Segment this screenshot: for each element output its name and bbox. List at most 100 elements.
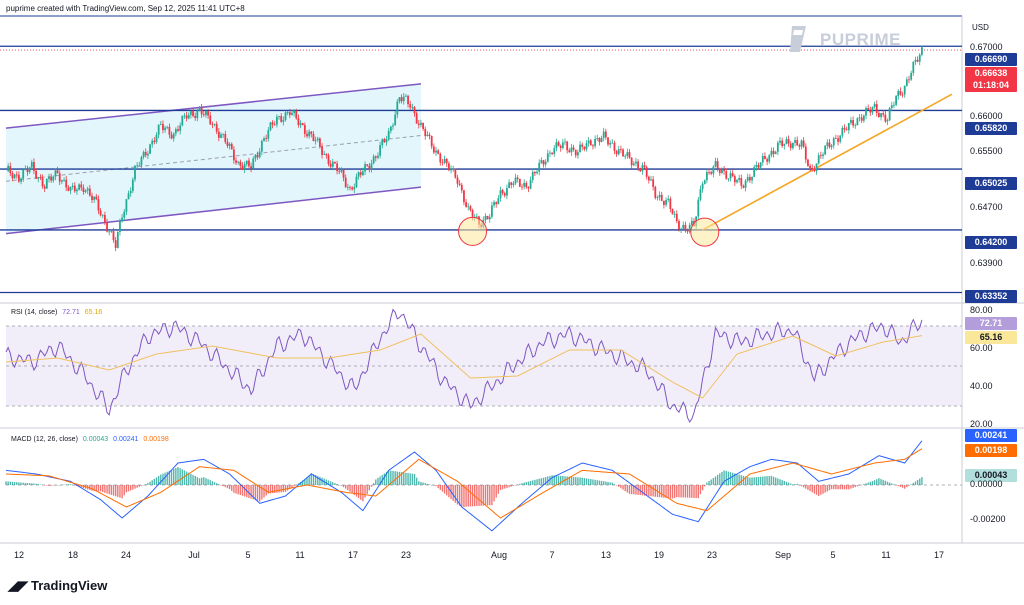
candle-body	[383, 139, 386, 143]
macd-histogram-bar	[20, 482, 22, 485]
candle-body	[13, 174, 16, 179]
rsi-value: 72.71	[62, 309, 80, 316]
macd-histogram-bar	[699, 485, 702, 495]
candle-body	[355, 176, 358, 188]
candle-body	[903, 85, 906, 95]
macd-histogram-bar	[13, 482, 16, 485]
candle-body	[802, 140, 805, 147]
macd-histogram-bar	[97, 485, 100, 492]
macd-histogram-bar	[549, 475, 551, 485]
candle-body	[521, 186, 523, 188]
candle-body	[613, 142, 616, 151]
macd-histogram-bar	[880, 479, 882, 485]
candle-body	[792, 142, 794, 149]
macd-histogram-bar	[130, 485, 132, 491]
macd-histogram-bar	[7, 481, 9, 485]
candle-body	[220, 134, 222, 138]
macd-histogram-bar	[329, 481, 332, 485]
macd-histogram-bar	[147, 483, 149, 485]
macd-histogram-bar	[637, 485, 639, 495]
macd-histogram-bar	[67, 484, 70, 485]
macd-histogram-bar	[375, 479, 377, 485]
candle-body	[837, 138, 839, 142]
macd-histogram-bar	[607, 481, 609, 485]
candle-body	[570, 147, 573, 153]
macd-histogram-bar	[439, 485, 441, 490]
macd-histogram-bar	[95, 485, 97, 492]
candle-body	[508, 182, 510, 189]
candle-body	[843, 127, 846, 130]
candle-body	[91, 195, 93, 200]
candle-body	[475, 216, 478, 218]
macd-histogram-bar	[719, 473, 721, 485]
macd-histogram-bar	[570, 476, 573, 485]
candle-body	[583, 146, 586, 150]
candle-body	[196, 110, 199, 119]
macd-histogram-bar	[901, 485, 904, 488]
candle-body	[776, 142, 779, 152]
macd-histogram-bar	[420, 481, 422, 485]
rsi-tick: 40.00	[970, 381, 993, 391]
price-tick: 0.64700	[970, 202, 1003, 212]
x-tick: 17	[347, 550, 359, 560]
macd-histogram-bar	[140, 485, 143, 486]
x-tick: Sep	[774, 550, 792, 560]
macd-histogram-bar	[248, 485, 250, 498]
candle-body	[660, 194, 663, 201]
candle-body	[493, 202, 495, 206]
candle-body	[839, 135, 842, 142]
macd-histogram-bar	[435, 485, 437, 487]
macd-histogram-bar	[783, 480, 785, 485]
candle-body	[566, 141, 569, 151]
candle-body	[310, 131, 313, 135]
macd-histogram-bar	[641, 485, 644, 496]
candle-body	[155, 134, 158, 142]
candle-body	[194, 116, 197, 119]
macd-histogram-bar	[385, 471, 388, 485]
last-price-tag: 0.66638	[965, 67, 1017, 80]
candle-body	[602, 131, 605, 138]
candle-body	[101, 214, 104, 216]
macd-histogram-bar	[121, 485, 123, 499]
candle-body	[316, 138, 319, 141]
macd-histogram-bar	[624, 485, 626, 492]
candle-body	[897, 90, 900, 97]
candle-body	[276, 116, 278, 125]
candle-body	[192, 111, 194, 117]
candle-body	[170, 134, 173, 139]
candle-body	[854, 125, 857, 127]
macd-histogram-bar	[716, 474, 719, 485]
candle-body	[45, 179, 48, 189]
macd-histogram-bar	[693, 485, 695, 498]
macd-histogram-bar	[764, 476, 766, 485]
macd-histogram-bar	[916, 480, 919, 485]
macd-histogram-bar	[80, 485, 82, 488]
macd-histogram-bar	[609, 482, 611, 485]
candle-body	[761, 156, 764, 163]
candle-body	[273, 124, 276, 126]
macd-histogram-bar	[738, 474, 740, 485]
candle-body	[862, 115, 865, 121]
macd-histogram-bar	[841, 485, 844, 490]
macd-histogram-bar	[622, 485, 624, 490]
macd-histogram-bar	[744, 476, 747, 485]
macd-histogram-bar	[26, 483, 29, 485]
candle-body	[551, 152, 553, 154]
macd-histogram-bar	[334, 483, 336, 485]
candle-body	[134, 165, 136, 180]
candle-body	[76, 189, 78, 192]
macd-histogram-bar	[291, 485, 293, 488]
candle-body	[11, 173, 14, 179]
macd-histogram-bar	[848, 485, 850, 490]
tradingview-logo[interactable]: ◢◤ TradingView	[8, 578, 107, 594]
candle-body	[751, 176, 753, 181]
macd-histogram-bar	[465, 485, 467, 507]
candle-body	[512, 183, 515, 185]
candle-body	[518, 178, 521, 187]
macd-histogram-bar	[321, 477, 323, 485]
macd-histogram-bar	[560, 475, 562, 485]
candle-body	[611, 142, 614, 144]
candle-body	[686, 229, 689, 232]
candle-body	[663, 200, 665, 205]
